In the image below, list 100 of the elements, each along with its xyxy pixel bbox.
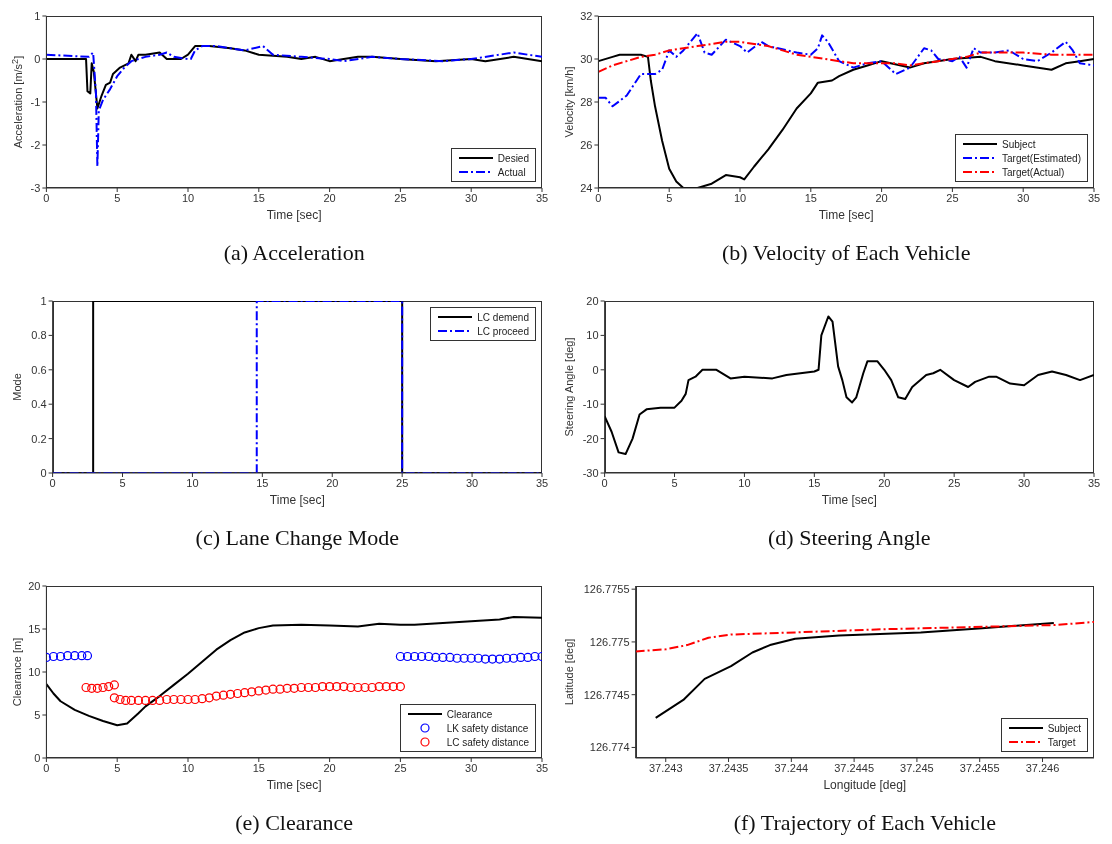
point [77, 651, 87, 661]
x-tick-label: 30 [465, 761, 478, 774]
y-tick-label: 28 [580, 95, 593, 108]
point [487, 654, 498, 664]
y-tick-label: 0 [34, 52, 41, 65]
y-tick-label: 20 [28, 579, 41, 592]
point [55, 651, 66, 662]
x-tick-label: 37.243 [648, 761, 683, 774]
x-tick-label: 20 [323, 761, 336, 774]
point [374, 682, 384, 692]
x-tick-label: 37.246 [1025, 761, 1060, 774]
y-axis-title: Steering Angle [deg] [563, 337, 575, 437]
x-tick-label: 30 [465, 476, 479, 489]
x-tick-label: 20 [323, 191, 336, 204]
x-tick-label: 5 [666, 191, 673, 204]
y-axis-title: Clearance [m] [11, 637, 23, 707]
y-tick-label: 20 [586, 294, 599, 307]
point [176, 694, 186, 705]
x-tick-label: 15 [252, 761, 265, 774]
point [502, 653, 512, 663]
legend-label: LK safety distance [446, 722, 529, 734]
point [332, 682, 342, 692]
legend-label: LC safety distance [446, 736, 529, 748]
point [92, 683, 102, 693]
x-tick-label: 10 [186, 476, 199, 489]
point [516, 652, 526, 662]
point [82, 651, 93, 661]
y-tick-label: -10 [582, 398, 599, 411]
x-tick-label: 35 [535, 761, 549, 774]
point [204, 693, 214, 703]
y-tick-label: 0 [592, 363, 599, 376]
y-tick-label: 126.7755 [583, 583, 630, 596]
x-tick-label: 30 [465, 191, 478, 204]
x-axis-title: Time [sec] [820, 493, 878, 507]
point [296, 682, 306, 693]
point [417, 651, 427, 662]
point [232, 688, 243, 699]
y-tick-label: 5 [34, 708, 41, 721]
point [395, 651, 405, 662]
y-tick-label: 24 [580, 181, 593, 194]
y-tick-label: 0 [34, 751, 41, 764]
point [459, 653, 469, 663]
point [388, 682, 398, 692]
point [523, 652, 533, 662]
y-tick-label: 0.6 [31, 363, 47, 376]
point [473, 653, 483, 663]
point [254, 686, 264, 696]
point [225, 689, 236, 699]
point [494, 654, 505, 664]
x-tick-label: 25 [396, 476, 409, 489]
x-tick-label: 35 [535, 191, 549, 204]
point [424, 651, 434, 662]
y-tick-label: 1 [34, 9, 41, 22]
x-tick-label: 30 [1017, 191, 1030, 204]
point [431, 652, 441, 662]
y-tick-label: 0 [40, 466, 47, 479]
y-tick-label: -2 [30, 138, 41, 151]
point [63, 651, 73, 661]
x-tick-label: 25 [394, 761, 407, 774]
text: (d) Steering Angle [767, 525, 932, 551]
x-tick-label: 5 [114, 761, 121, 774]
legend-label: LC proceed [477, 325, 529, 337]
point [109, 693, 119, 703]
point [509, 653, 519, 663]
point [169, 694, 179, 705]
x-tick-label: 35 [1087, 191, 1101, 204]
line-series [46, 45, 542, 168]
x-tick-label: 10 [181, 761, 195, 774]
point [310, 682, 321, 693]
legend-label: Target(Actual) [1002, 166, 1065, 178]
point [303, 682, 313, 693]
legend-label: Target(Estimated) [1002, 152, 1081, 164]
x-tick-label: 10 [181, 191, 195, 204]
x-tick-label: 35 [535, 476, 549, 489]
point [367, 682, 377, 693]
y-axis-title: Mode [11, 373, 23, 401]
point [211, 691, 221, 701]
point [317, 682, 328, 692]
point [218, 690, 228, 700]
point [325, 682, 335, 692]
y-tick-label: 0.4 [31, 398, 47, 411]
point [104, 682, 114, 692]
point [140, 695, 151, 705]
x-tick-label: 15 [256, 476, 269, 489]
point [530, 651, 540, 662]
point [148, 695, 158, 705]
x-axis-title: Time [sec] [265, 778, 323, 792]
point [183, 694, 193, 705]
x-tick-label: 35 [1087, 476, 1101, 489]
line-series [598, 32, 1094, 108]
point [133, 695, 144, 705]
y-tick-label: 0.8 [31, 329, 47, 342]
point [98, 682, 108, 693]
point [126, 695, 136, 705]
x-tick-label: 10 [738, 476, 751, 489]
point [466, 653, 476, 663]
legend-label: Actual [497, 166, 526, 178]
x-axis-title: Longitude [deg] [822, 778, 908, 792]
point [197, 694, 207, 704]
x-tick-label: 37.244 [774, 761, 809, 774]
